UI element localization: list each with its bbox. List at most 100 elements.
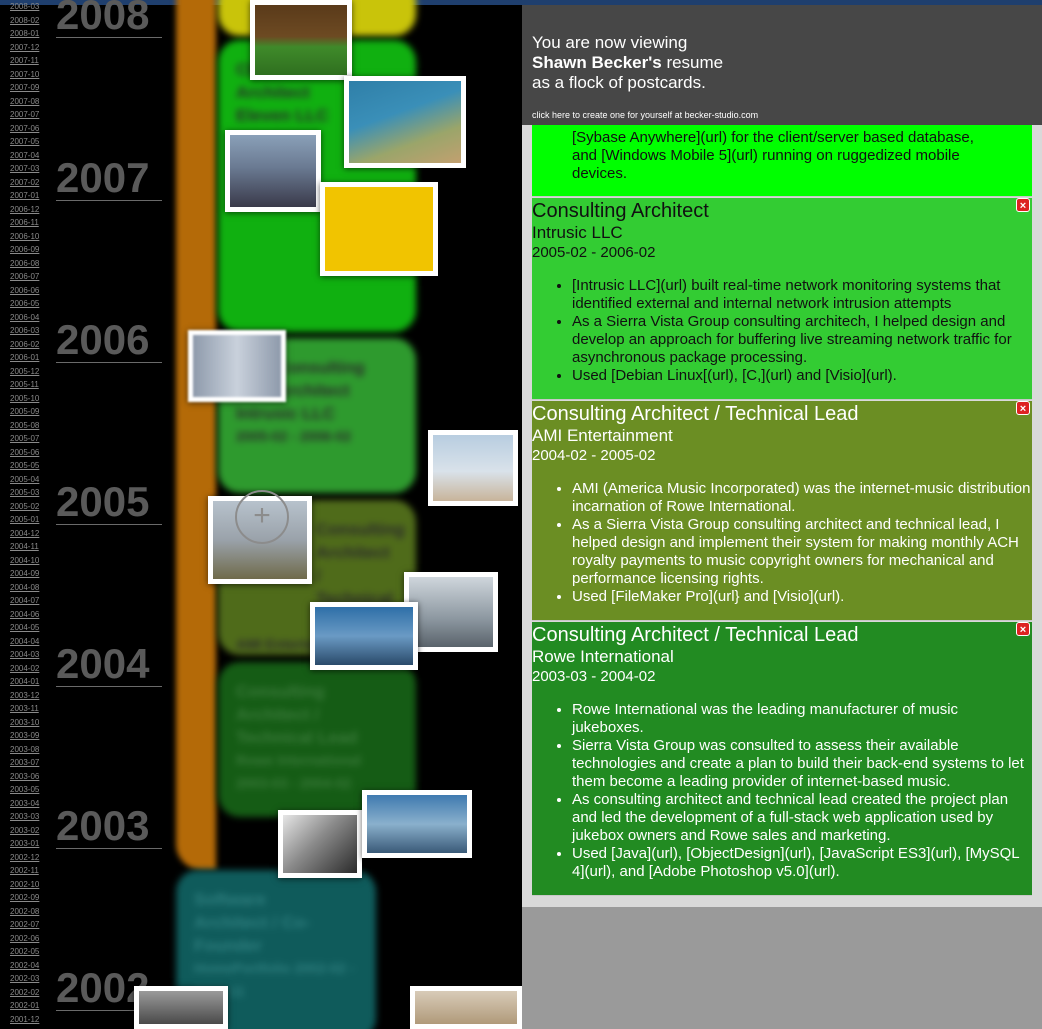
timeline-month-link[interactable]: 2006-09 — [10, 245, 40, 254]
create-your-own-link[interactable]: click here to create one for yourself at… — [532, 110, 759, 120]
timeline-month-link[interactable]: 2004-04 — [10, 636, 40, 646]
timeline-month-link[interactable]: 2007-12 — [10, 42, 40, 52]
timeline-month-link[interactable]: 2004-02 — [10, 663, 40, 673]
timeline-month-link[interactable]: 2006-10 — [10, 231, 40, 241]
timeline-month-link[interactable]: 2005-04 — [10, 474, 40, 484]
postcard-photo[interactable] — [134, 986, 228, 1029]
timeline-month-link[interactable]: 2002-02 — [10, 987, 40, 997]
timeline-month-link[interactable]: 2008-02 — [10, 15, 40, 25]
timeline-month-link[interactable]: 2002-09 — [10, 893, 40, 902]
timeline-month-link[interactable]: 2007-03 — [10, 164, 40, 173]
postcard-photo[interactable] — [362, 790, 472, 858]
timeline-month-link[interactable]: 2004-03 — [10, 650, 40, 659]
timeline-month-link[interactable]: 2006-06 — [10, 285, 40, 295]
timeline-month-link[interactable]: 2005-03 — [10, 488, 40, 497]
add-postcard-plus-icon[interactable]: + — [235, 490, 289, 544]
timeline-month-link[interactable]: 2003-11 — [10, 704, 39, 713]
timeline-month-link[interactable]: 2003-07 — [10, 758, 40, 767]
timeline-month-link[interactable]: 2005-10 — [10, 393, 40, 403]
entry-title: Consulting Architect — [532, 200, 709, 222]
postcard-photo[interactable] — [278, 810, 362, 878]
timeline-month-link[interactable]: 2006-05 — [10, 299, 40, 308]
timeline-month-link[interactable]: 2006-04 — [10, 312, 40, 322]
timeline-month-link[interactable]: 2006-03 — [10, 326, 40, 335]
timeline-month-link[interactable]: 2007-01 — [10, 191, 40, 200]
card-line: Eleven LLC — [236, 106, 329, 125]
timeline-month-link[interactable]: 2006-08 — [10, 258, 40, 268]
postcard-photo[interactable] — [225, 130, 321, 212]
timeline-month-link[interactable]: 2008-01 — [10, 29, 40, 38]
timeline-month-link[interactable]: 2003-09 — [10, 731, 40, 740]
timeline-month-link[interactable]: 2003-01 — [10, 839, 40, 848]
timeline-month-link[interactable]: 2005-09 — [10, 407, 40, 416]
entry-dates: 2004-02 - 2005-02 — [532, 447, 656, 464]
postcard-photo[interactable] — [428, 430, 518, 506]
timeline-month-link[interactable]: 2006-07 — [10, 272, 40, 281]
timeline-month-link[interactable]: 2003-12 — [10, 690, 40, 700]
timeline-month-link[interactable]: 2005-07 — [10, 434, 40, 443]
timeline-month-link[interactable]: 2006-11 — [10, 218, 39, 227]
timeline-month-link[interactable]: 2004-09 — [10, 569, 40, 578]
close-entry-icon[interactable]: × — [1016, 198, 1030, 212]
timeline-month-link[interactable]: 2002-10 — [10, 879, 40, 889]
timeline-month-link[interactable]: 2006-02 — [10, 339, 40, 349]
entry-dates: 2003-03 - 2004-02 — [532, 668, 656, 685]
timeline-month-link[interactable]: 2005-02 — [10, 501, 40, 511]
timeline-month-link[interactable]: 2002-04 — [10, 960, 40, 970]
postcard-photo[interactable] — [310, 602, 418, 670]
timeline-month-link[interactable]: 2004-11 — [10, 542, 39, 551]
timeline-month-link[interactable]: 2002-03 — [10, 974, 40, 983]
postcard-photo[interactable] — [344, 76, 466, 168]
timeline-month-link[interactable]: 2004-06 — [10, 609, 40, 619]
close-entry-icon[interactable]: × — [1016, 401, 1030, 415]
timeline-month-link[interactable]: 2005-11 — [10, 380, 39, 389]
postcard-photo[interactable] — [410, 986, 522, 1029]
timeline-month-link[interactable]: 2007-02 — [10, 177, 40, 187]
postcard-photo[interactable] — [320, 182, 438, 276]
timeline-month-link[interactable]: 2002-01 — [10, 1001, 40, 1010]
timeline-month-link[interactable]: 2003-08 — [10, 744, 40, 754]
timeline-month-link[interactable]: 2007-06 — [10, 123, 40, 133]
timeline-month-link[interactable]: 2003-04 — [10, 798, 40, 808]
timeline-month-link[interactable]: 2003-10 — [10, 717, 40, 727]
timeline-month-link[interactable]: 2003-02 — [10, 825, 40, 835]
close-entry-icon[interactable]: × — [1016, 622, 1030, 636]
timeline-month-link[interactable]: 2007-04 — [10, 150, 40, 160]
timeline-month-link[interactable]: 2007-05 — [10, 137, 40, 146]
postcard-photo[interactable] — [250, 0, 352, 80]
header-line-3: as a flock of postcards. — [532, 73, 706, 92]
timeline-month-link[interactable]: 2007-10 — [10, 69, 40, 79]
timeline-year-label: 2003 — [56, 804, 162, 849]
card-line: Founder — [194, 936, 262, 955]
timeline-month-link[interactable]: 2004-08 — [10, 582, 40, 592]
timeline-month-link[interactable]: 2002-12 — [10, 852, 40, 862]
timeline-month-link[interactable]: 2003-05 — [10, 785, 40, 794]
timeline-month-link[interactable]: 2002-07 — [10, 920, 40, 929]
timeline-month-link[interactable]: 2006-01 — [10, 353, 40, 362]
timeline-month-link[interactable]: 2004-10 — [10, 555, 40, 565]
timeline-month-link[interactable]: 2005-12 — [10, 366, 40, 376]
timeline-month-link[interactable]: 2005-01 — [10, 515, 40, 524]
postcard-photo[interactable] — [404, 572, 498, 652]
timeline-month-link[interactable]: 2004-07 — [10, 596, 40, 605]
timeline-month-link[interactable]: 2007-08 — [10, 96, 40, 106]
timeline-month-link[interactable]: 2002-08 — [10, 906, 40, 916]
timeline-month-link[interactable]: 2002-11 — [10, 866, 39, 875]
timeline-month-link[interactable]: 2002-06 — [10, 933, 40, 943]
timeline-month-link[interactable]: 2004-05 — [10, 623, 40, 632]
timeline-month-link[interactable]: 2007-09 — [10, 83, 40, 92]
timeline-month-link[interactable]: 2004-12 — [10, 528, 40, 538]
timeline-month-link[interactable]: 2002-05 — [10, 947, 40, 956]
timeline-month-link[interactable]: 2003-03 — [10, 812, 40, 821]
timeline-month-link[interactable]: 2005-08 — [10, 420, 40, 430]
timeline-month-link[interactable]: 2007-07 — [10, 110, 40, 119]
timeline-month-link[interactable]: 2001-12 — [10, 1014, 40, 1024]
timeline-month-link[interactable]: 2005-05 — [10, 461, 40, 470]
timeline-month-link[interactable]: 2008-03 — [10, 2, 40, 11]
postcard-photo[interactable] — [188, 330, 286, 402]
timeline-month-link[interactable]: 2006-12 — [10, 204, 40, 214]
timeline-month-link[interactable]: 2004-01 — [10, 677, 40, 686]
timeline-month-link[interactable]: 2007-11 — [10, 56, 39, 65]
timeline-month-link[interactable]: 2003-06 — [10, 771, 40, 781]
timeline-month-link[interactable]: 2005-06 — [10, 447, 40, 457]
